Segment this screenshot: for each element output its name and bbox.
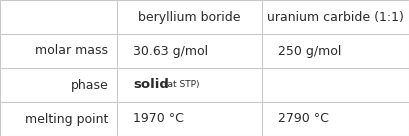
Bar <box>0 34 117 68</box>
Text: melting point: melting point <box>25 112 108 126</box>
Text: 2790 °C: 2790 °C <box>278 112 329 126</box>
Text: phase: phase <box>71 78 108 92</box>
Bar <box>262 34 409 68</box>
Bar <box>0 68 117 102</box>
Text: (at STP): (at STP) <box>164 81 199 89</box>
Bar <box>0 0 117 34</box>
Bar <box>117 0 262 34</box>
Text: 250 g/mol: 250 g/mol <box>278 44 342 58</box>
Text: beryllium boride: beryllium boride <box>138 10 240 24</box>
Bar <box>117 68 262 102</box>
Bar <box>262 0 409 34</box>
Bar <box>262 68 409 102</box>
Bar <box>117 102 262 136</box>
Bar <box>0 102 117 136</box>
Text: uranium carbide (1:1): uranium carbide (1:1) <box>267 10 404 24</box>
Bar <box>262 102 409 136</box>
Text: solid: solid <box>133 78 169 92</box>
Bar <box>117 34 262 68</box>
Text: 1970 °C: 1970 °C <box>133 112 184 126</box>
Text: 30.63 g/mol: 30.63 g/mol <box>133 44 208 58</box>
Text: molar mass: molar mass <box>36 44 108 58</box>
